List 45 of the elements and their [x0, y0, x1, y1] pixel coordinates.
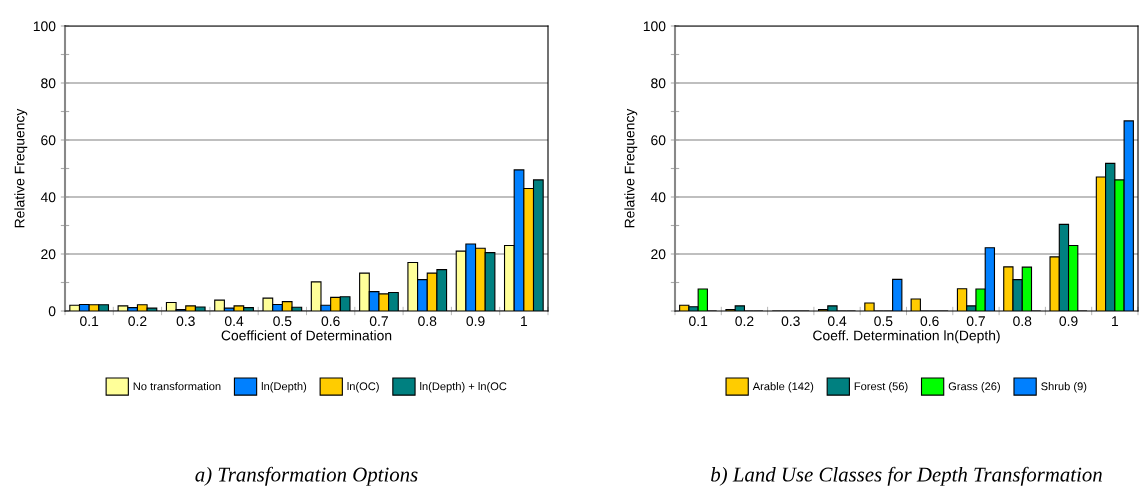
text: b) Land Use Classes for Depth Transformation [711, 466, 1102, 486]
x-tick-label: 0.5 [874, 316, 893, 327]
y-tick-label: 0 [48, 306, 56, 317]
x-axis-title: Coeff. Determination ln(Depth) [813, 330, 1000, 344]
x-tick-label: 0.9 [1059, 316, 1078, 327]
legend-label: ln(Depth) + ln(OC [420, 382, 507, 393]
x-tick-label: 0.8 [1013, 316, 1032, 327]
text: a) Transformation Options [195, 466, 418, 486]
y-tick-label: 80 [651, 78, 666, 89]
legend-label: ln(Depth) [261, 382, 307, 393]
x-tick-label: 0.6 [321, 316, 340, 327]
x-tick-label: 0.9 [466, 316, 485, 327]
legend-label: Shrub (9) [1041, 382, 1087, 393]
y-tick-label: 100 [33, 21, 56, 32]
x-tick-label: 0.4 [224, 316, 244, 327]
y-axis-title: Relative Frequency [624, 108, 638, 228]
y-tick-label: 20 [651, 249, 666, 260]
x-tick-label: 0.6 [920, 316, 939, 327]
y-tick-label: 40 [650, 192, 666, 203]
y-tick-label: 40 [40, 192, 56, 203]
x-tick-label: 1 [521, 316, 528, 326]
x-tick-label: 0.3 [176, 316, 195, 327]
legend-label: Grass (26) [948, 382, 1000, 393]
y-tick-label: 80 [41, 78, 56, 89]
x-tick-label: 0.1 [689, 316, 708, 327]
y-tick-label: 60 [651, 135, 666, 146]
y-tick-label: 60 [41, 135, 56, 146]
legend-label: ln(OC) [347, 382, 379, 393]
x-tick-label: 1 [1112, 316, 1119, 326]
x-tick-label: 0.5 [273, 316, 292, 327]
y-tick-label: 100 [643, 21, 666, 32]
x-tick-label: 0.7 [966, 316, 985, 327]
x-tick-label: 0.8 [418, 316, 437, 327]
x-tick-label: 0.2 [735, 316, 754, 327]
x-tick-label: 0.4 [827, 316, 847, 327]
legend-label: Arable (142) [752, 382, 814, 393]
x-axis-title: Coefficient of Determination [221, 330, 392, 341]
x-tick-label: 0.3 [781, 316, 800, 327]
x-tick-label: 0.7 [369, 316, 388, 327]
y-tick-label: 20 [41, 249, 56, 260]
x-tick-label: 0.2 [128, 316, 147, 327]
y-axis-title: Relative Frequency [14, 108, 28, 228]
legend-label: Forest (56) [854, 382, 908, 393]
legend-label: No transformation [133, 382, 221, 391]
x-tick-label: 0.1 [80, 316, 99, 327]
